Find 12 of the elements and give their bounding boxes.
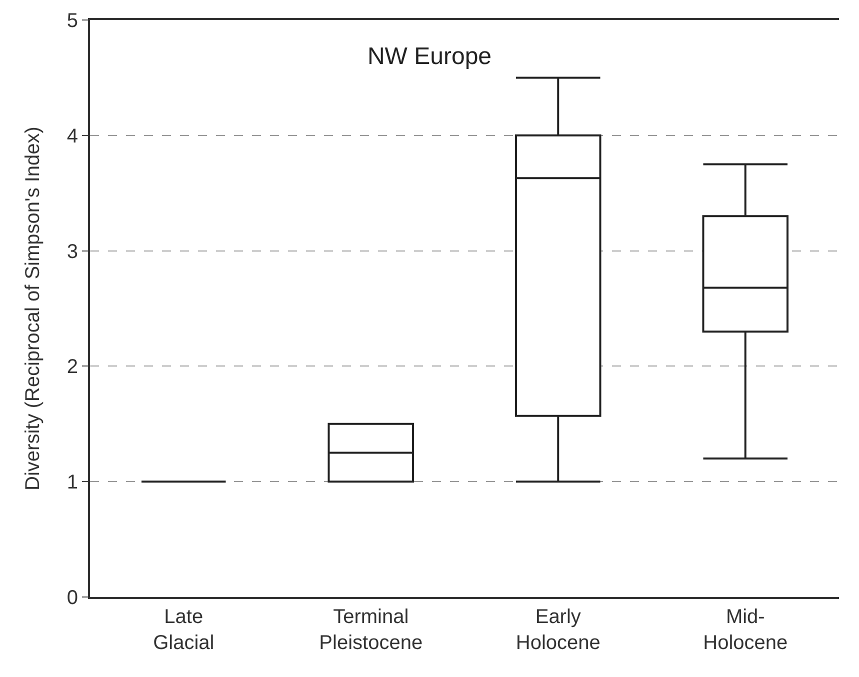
x-tick-label: Early Holocene: [516, 606, 600, 654]
y-tick-label: 5: [66, 10, 78, 32]
x-tick-label: Mid- Holocene: [703, 606, 788, 654]
y-tick-label: 4: [66, 125, 78, 148]
y-axis-title: Diversity (Reciprocal of Simpson's Index): [22, 126, 44, 490]
x-tick-label: Late Glacial: [153, 606, 214, 654]
y-tick-label: 3: [66, 240, 78, 263]
text: NW Europe: [367, 43, 492, 70]
x-tick-label: Terminal Pleistocene: [319, 606, 423, 654]
y-tick-label: 1: [66, 472, 78, 494]
y-tick-label: 2: [66, 356, 78, 378]
y-tick-label: 0: [66, 587, 78, 609]
